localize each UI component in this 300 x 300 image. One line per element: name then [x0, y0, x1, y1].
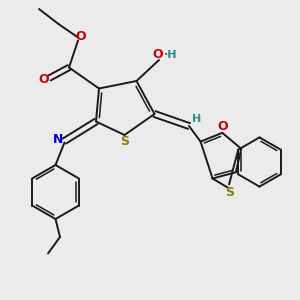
Text: O: O	[75, 29, 86, 43]
Text: H: H	[192, 113, 201, 124]
Text: S: S	[226, 186, 235, 200]
Text: O: O	[38, 73, 49, 86]
Text: O: O	[217, 120, 228, 133]
Text: ·H: ·H	[164, 50, 178, 60]
Text: O: O	[152, 48, 163, 61]
Text: N: N	[53, 133, 63, 146]
Text: S: S	[121, 135, 130, 148]
